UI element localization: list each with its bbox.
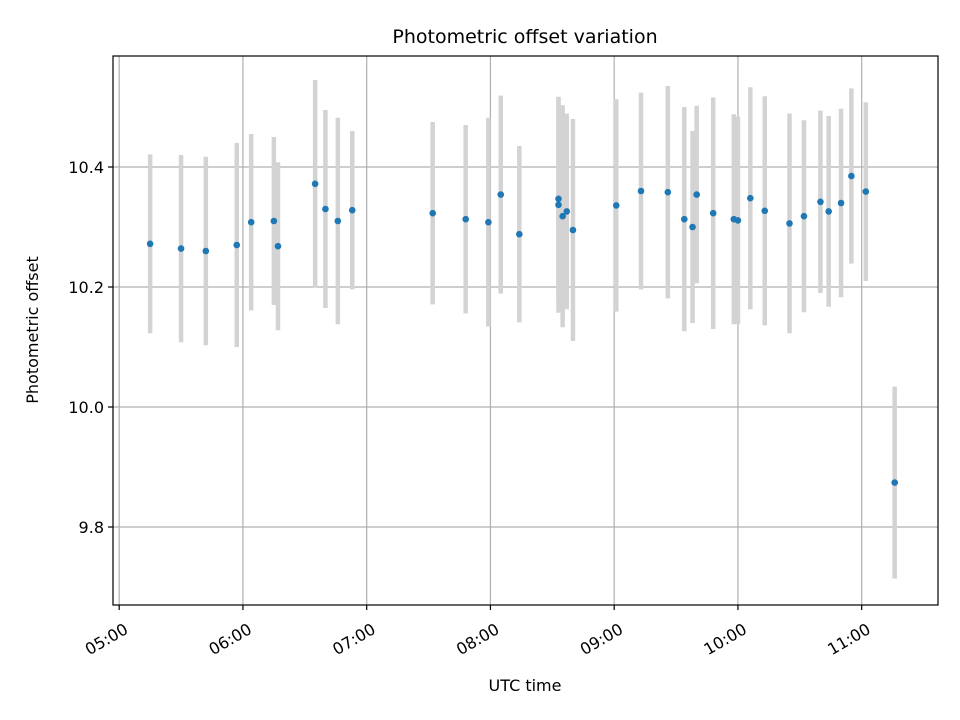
data-point [462,215,469,223]
data-point [274,242,282,250]
data-point [891,479,898,486]
data-point [348,206,356,214]
data-point [862,188,870,195]
data-point [311,180,319,188]
plot-frame [112,55,939,606]
data-point [233,241,241,249]
x-axis-label: UTC time [489,676,562,695]
data-point [837,199,845,207]
data-point [322,205,329,213]
data-point [202,247,210,255]
data-points [146,172,898,486]
data-point [800,212,808,220]
y-axis: 9.8 10.0 10.2 10.4 [68,158,113,537]
data-point [786,220,793,227]
y-tick-label: 10.4 [68,158,104,177]
y-tick-label: 9.8 [79,518,104,537]
data-point [693,191,700,198]
data-point [497,191,505,198]
data-point [516,230,523,238]
data-point [637,187,645,195]
y-tick-label: 10.2 [68,278,104,297]
data-point [177,245,185,252]
data-point [612,202,620,209]
data-point [270,217,278,225]
data-point [334,217,342,225]
data-point [563,208,571,215]
y-axis-label: Photometric offset [23,256,42,404]
data-point [569,226,577,234]
data-point [761,207,769,215]
data-point [664,188,672,196]
data-point [146,240,154,248]
data-point [689,223,696,231]
data-point [555,201,562,209]
data-point [247,218,255,226]
data-point [485,218,492,226]
data-point [429,209,436,217]
data-point [559,212,566,220]
chart-title: Photometric offset variation [392,26,657,48]
data-point [555,195,562,203]
data-point [825,208,832,215]
data-point [817,198,824,206]
data-point [681,215,688,223]
data-point [848,172,855,180]
data-point [734,217,742,224]
data-point [747,194,754,202]
data-point [709,209,717,217]
y-tick-label: 10.0 [68,398,104,417]
